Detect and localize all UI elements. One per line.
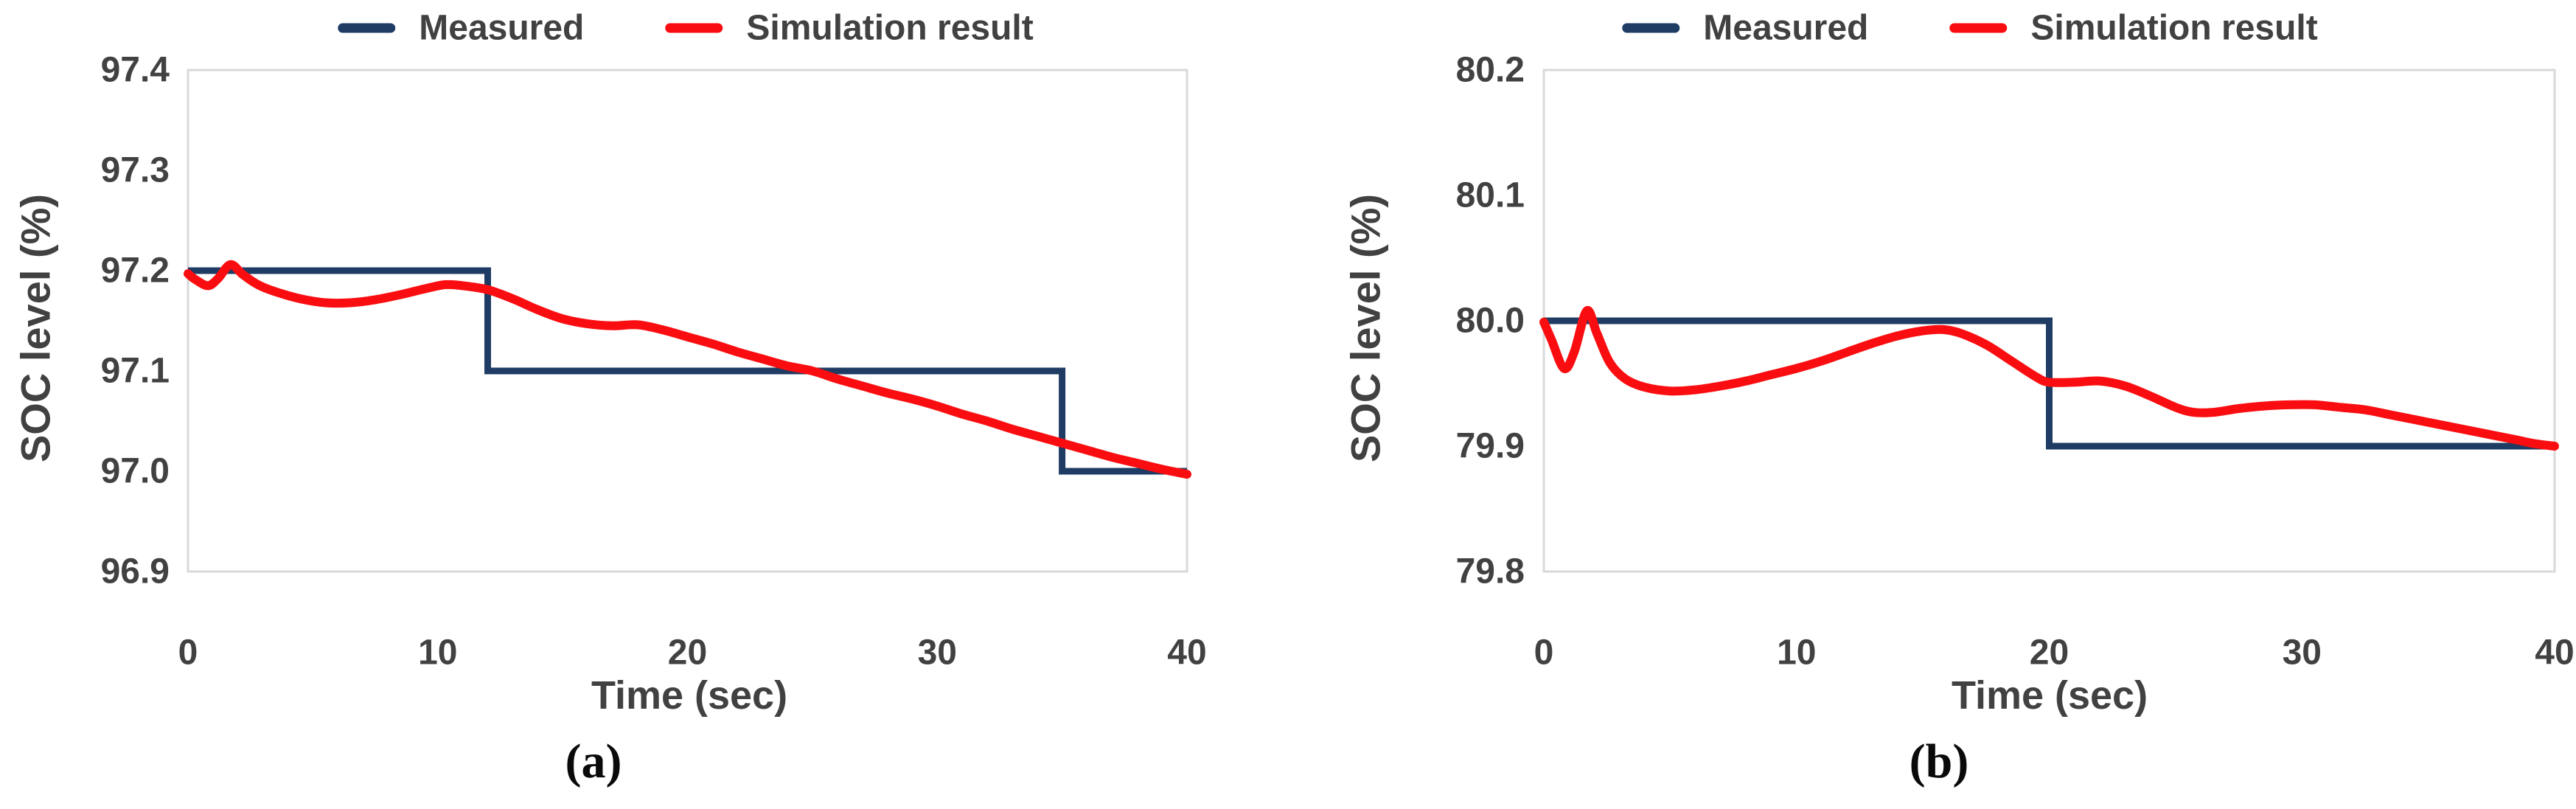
legend-label-simulation: Simulation result <box>746 8 1034 48</box>
y-tick-label: 80.1 <box>1456 176 1525 215</box>
y-tick-label: 96.9 <box>101 552 170 591</box>
x-tick-label: 20 <box>2030 633 2069 673</box>
legend-item-measured: Measured <box>338 8 584 49</box>
measured-line-swatch <box>1622 23 1680 33</box>
legend-item-simulation: Simulation result <box>1949 8 2318 49</box>
y-tick-label: 80.2 <box>1456 51 1525 90</box>
x-tick-label: 30 <box>918 633 957 673</box>
x-tick-label: 20 <box>668 633 707 673</box>
legend-item-simulation: Simulation result <box>665 8 1034 49</box>
legend-chart-a: Measured Simulation result <box>338 8 1034 49</box>
measured-line-swatch <box>338 23 396 33</box>
x-tick-label: 10 <box>1777 633 1816 673</box>
legend-label-simulation: Simulation result <box>2030 8 2318 48</box>
y-axis-title-chart-b: SOC level (%) <box>1342 193 1389 463</box>
simulation-line-swatch <box>1949 23 2008 33</box>
legend-label-measured: Measured <box>419 8 585 48</box>
x-axis-title-chart-b: Time (sec) <box>1951 673 2148 718</box>
y-tick-label: 97.4 <box>101 51 170 90</box>
x-tick-label: 0 <box>1534 633 1554 673</box>
x-tick-label: 30 <box>2283 633 2322 673</box>
simulation-line-chart-b <box>1539 306 2559 451</box>
x-tick-label: 40 <box>1167 633 1206 673</box>
x-tick-label: 0 <box>178 633 198 673</box>
y-tick-label: 97.3 <box>101 151 170 190</box>
x-axis-title-chart-a: Time (sec) <box>591 673 788 718</box>
y-tick-label: 79.8 <box>1456 552 1525 591</box>
y-tick-label: 97.1 <box>101 352 170 391</box>
caption-chart-a: (a) <box>565 735 622 788</box>
y-tick-label: 79.9 <box>1456 427 1525 466</box>
legend-item-measured: Measured <box>1622 8 1868 49</box>
legend-label-measured: Measured <box>1703 8 1869 48</box>
y-tick-label: 80.0 <box>1456 302 1525 341</box>
legend-chart-b: Measured Simulation result <box>1622 8 2318 49</box>
x-tick-label: 10 <box>418 633 457 673</box>
y-tick-label: 97.2 <box>101 251 170 291</box>
y-axis-title-chart-a: SOC level (%) <box>12 193 59 463</box>
plot-border-chart-a <box>187 69 1188 573</box>
x-tick-label: 40 <box>2535 633 2574 673</box>
simulation-line-chart-a <box>184 260 1191 479</box>
y-tick-label: 97.0 <box>101 452 170 491</box>
measured-line-chart-a <box>188 267 1187 475</box>
simulation-line-swatch <box>665 23 723 33</box>
caption-chart-b: (b) <box>1909 735 1969 788</box>
